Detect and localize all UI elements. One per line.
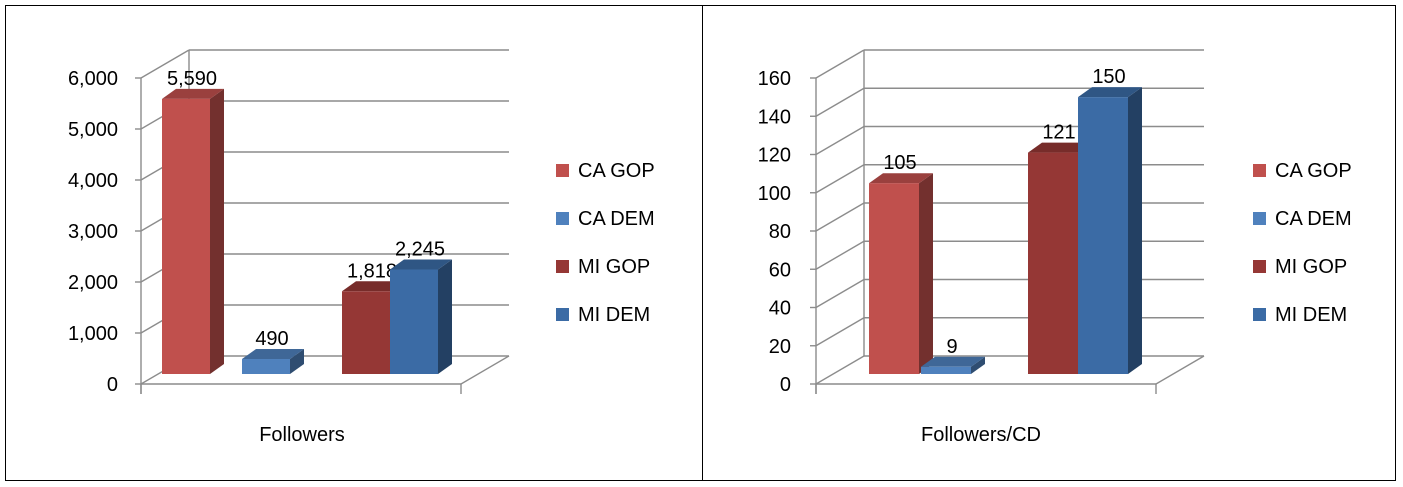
data-label-ca-dem: 490 <box>255 328 288 350</box>
x-axis-label: Followers <box>259 424 345 446</box>
data-label-mi-dem: 150 <box>1092 66 1125 88</box>
y-tick-label: 80 <box>769 221 791 243</box>
gridline-side <box>815 240 865 270</box>
y-tick-label: 2,000 <box>68 272 118 294</box>
y-tick-label: 6,000 <box>68 68 118 90</box>
bar-top-ca-dem <box>921 356 985 367</box>
bar-front-ca-gop <box>162 98 210 374</box>
y-tick-label: 1,000 <box>68 323 118 345</box>
y-tick-label: 40 <box>769 298 791 320</box>
bar-side-ca-dem <box>971 356 985 374</box>
legend-label-mi-dem: MI DEM <box>578 304 650 326</box>
gridline-side <box>815 278 865 309</box>
data-label-mi-dem: 2,245 <box>395 239 445 261</box>
bar-top-mi-dem <box>390 259 452 270</box>
gridline-side <box>815 49 865 79</box>
bar-top-ca-dem <box>242 349 304 360</box>
gridline-side <box>815 125 865 156</box>
y-tick-label: 0 <box>780 374 791 396</box>
y-tick-label: 0 <box>107 374 118 396</box>
bar-ca-gop <box>162 88 224 374</box>
y-tick-label: 5,000 <box>68 119 118 141</box>
bar-top-mi-dem <box>1078 87 1142 98</box>
bar-ca-gop <box>869 173 933 374</box>
y-tick-label: 4,000 <box>68 170 118 192</box>
gridline-side <box>815 164 865 194</box>
legend-label-ca-dem: CA DEM <box>578 208 655 230</box>
bar-top-mi-gop <box>1028 142 1092 153</box>
bar-side-ca-gop <box>919 173 933 374</box>
legend-label-mi-dem: MI DEM <box>1275 304 1347 326</box>
bar-front-mi-dem <box>1078 97 1128 374</box>
legend-swatch-mi-dem <box>1253 308 1266 321</box>
legend-swatch-ca-gop <box>556 164 569 177</box>
bar-ca-dem <box>921 356 985 374</box>
bar-side-mi-dem <box>1128 87 1142 374</box>
data-label-ca-gop: 5,590 <box>167 68 217 90</box>
data-label-ca-dem: 9 <box>946 336 957 358</box>
y-tick-label: 20 <box>769 336 791 358</box>
gridline-side <box>140 49 190 79</box>
bar-ca-dem <box>242 349 304 374</box>
legend-label-mi-gop: MI GOP <box>1275 256 1347 278</box>
bar-front-ca-dem <box>921 366 971 374</box>
legend-label-mi-gop: MI GOP <box>578 256 650 278</box>
y-tick-label: 140 <box>758 106 791 128</box>
legend: CA GOP CA DEM MI GOP MI DEM <box>1253 160 1352 326</box>
gridline-side <box>815 87 865 117</box>
bar-side-ca-gop <box>210 88 224 374</box>
bar-front-mi-dem <box>390 269 438 374</box>
bar-front-ca-dem <box>242 359 290 374</box>
followers-chart: 0 1,000 2,000 3,000 4,000 5,000 6,000 5,590 490 1… <box>68 49 655 446</box>
data-label-mi-gop: 1,818 <box>347 260 397 282</box>
followers-per-cd-chart: 0 20 40 60 80 100 120 140 160 105 9 121 150 Followers… <box>758 49 1352 446</box>
bar-front-ca-gop <box>869 183 919 374</box>
bar-top-mi-gop <box>342 281 404 292</box>
gridline-side <box>815 202 865 232</box>
floor-edge <box>1155 355 1205 385</box>
legend: CA GOP CA DEM MI GOP MI DEM <box>556 160 655 326</box>
legend-swatch-mi-dem <box>556 308 569 321</box>
y-tick-label: 120 <box>758 145 791 167</box>
legend-label-ca-gop: CA GOP <box>578 160 655 182</box>
legend-swatch-ca-gop <box>1253 164 1266 177</box>
data-label-ca-gop: 105 <box>883 152 916 174</box>
figure-frame <box>5 5 1396 481</box>
bar-top-ca-gop <box>162 88 224 99</box>
legend-swatch-ca-dem <box>556 212 569 225</box>
bar-front-mi-gop <box>342 291 390 374</box>
bar-mi-dem <box>1078 87 1142 374</box>
bar-side-ca-dem <box>290 349 304 374</box>
bar-mi-dem <box>390 259 452 374</box>
bar-top-ca-gop <box>869 173 933 184</box>
gridline-side <box>815 355 865 385</box>
panel-divider <box>702 5 703 481</box>
y-tick-label: 160 <box>758 68 791 90</box>
legend-label-ca-gop: CA GOP <box>1275 160 1352 182</box>
bar-side-mi-dem <box>438 259 452 374</box>
legend-label-ca-dem: CA DEM <box>1275 208 1352 230</box>
legend-swatch-mi-gop <box>556 260 569 273</box>
bar-front-mi-gop <box>1028 152 1078 374</box>
y-tick-label: 100 <box>758 183 791 205</box>
y-tick-label: 3,000 <box>68 221 118 243</box>
x-axis-label: Followers/CD <box>921 424 1041 446</box>
y-tick-label: 60 <box>769 259 791 281</box>
legend-swatch-ca-dem <box>1253 212 1266 225</box>
gridline-side <box>815 317 865 347</box>
data-label-mi-gop: 121 <box>1042 122 1075 144</box>
floor-edge <box>460 355 510 385</box>
legend-swatch-mi-gop <box>1253 260 1266 273</box>
